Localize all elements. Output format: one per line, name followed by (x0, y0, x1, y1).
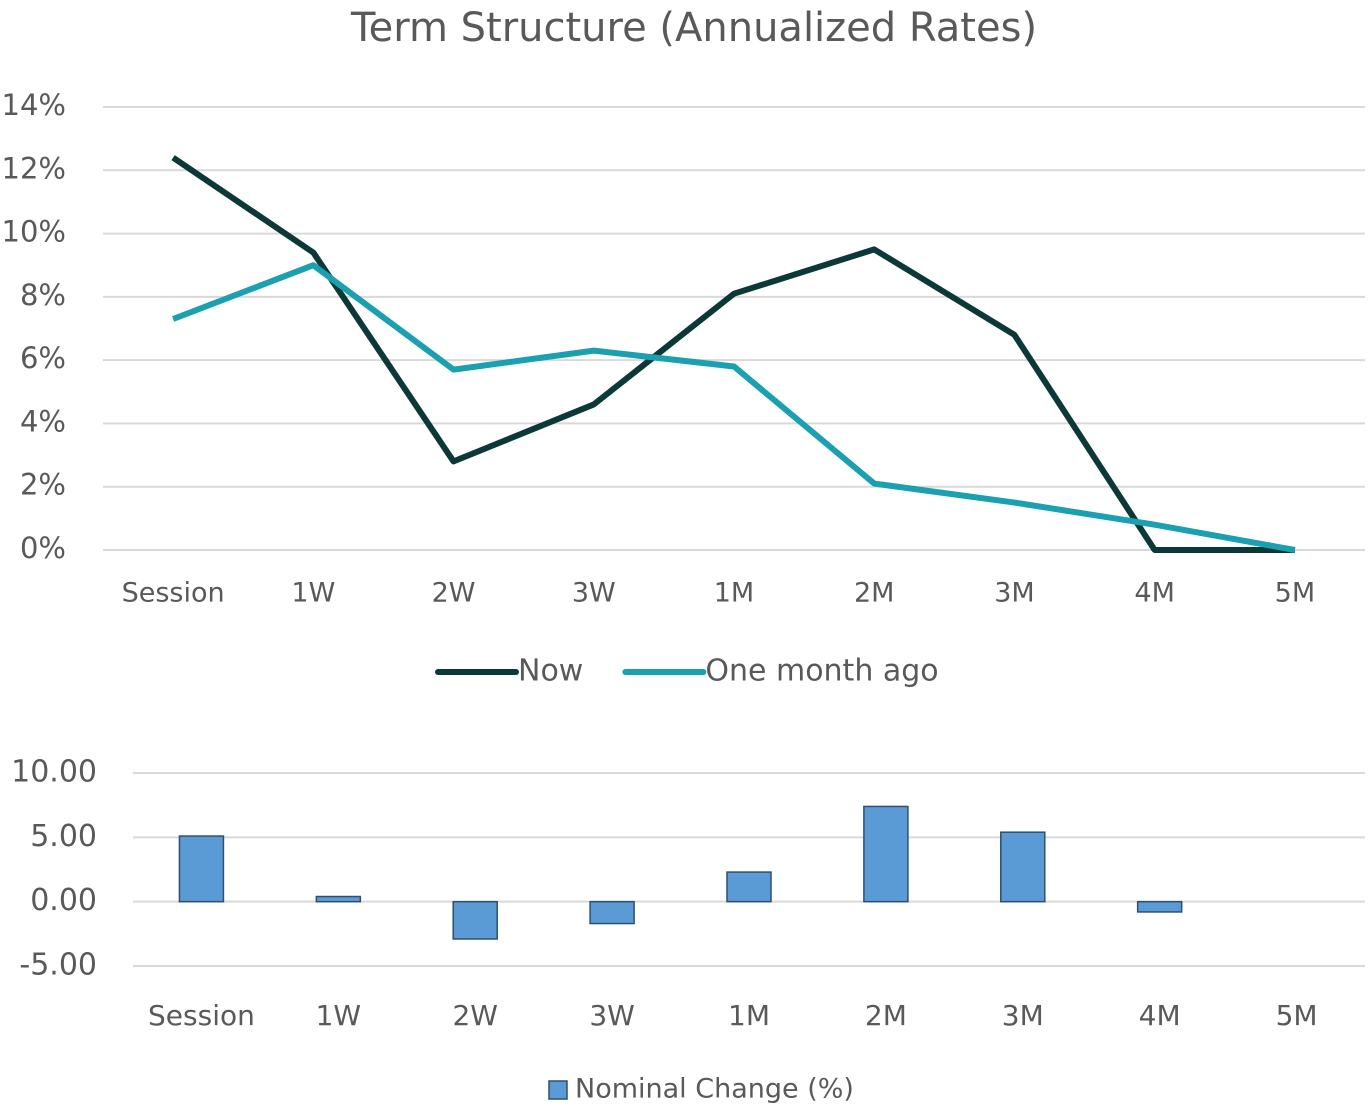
x-tick-label: 2W (432, 578, 476, 609)
x-tick-label: 3M (1002, 999, 1044, 1032)
y-tick-label: 6% (20, 341, 66, 375)
y-tick-label: 12% (2, 151, 66, 185)
x-tick-label: 5M (1276, 999, 1318, 1032)
x-tick-label: Session (148, 999, 255, 1032)
y-tick-label: 2% (20, 468, 66, 502)
chart-title: Term Structure (Annualized Rates) (350, 5, 1037, 51)
bar (315, 895, 362, 903)
x-tick-label: 1M (714, 578, 754, 609)
bar (863, 805, 909, 903)
y-tick-label: 8% (20, 278, 66, 312)
legend-label: One month ago (705, 654, 938, 689)
line (172, 262, 1296, 553)
bar (452, 900, 498, 940)
x-tick-label: 4M (1134, 578, 1174, 609)
y-tick-label: 0% (20, 531, 66, 565)
x-tick-label: 3W (589, 999, 635, 1032)
bar (1136, 900, 1183, 913)
x-tick-label: 1M (728, 999, 770, 1032)
line (171, 155, 1295, 553)
legend-label: Nominal Change (%) (575, 1074, 854, 1105)
y-tick-label: 5.00 (30, 819, 97, 854)
x-tick-label: 3M (994, 578, 1034, 609)
y-tick-label: 0.00 (30, 883, 97, 918)
bar (589, 900, 635, 925)
legend-label: Now (518, 654, 583, 689)
x-tick-label: 4M (1139, 999, 1181, 1032)
bar (726, 871, 772, 903)
y-tick-label: 10.00 (11, 755, 97, 790)
bar (178, 835, 225, 903)
y-tick-label: 4% (20, 404, 66, 438)
x-tick-label: 3W (572, 578, 616, 609)
x-tick-label: 2W (452, 999, 498, 1032)
x-tick-label: 2M (865, 999, 907, 1032)
x-tick-label: Session (122, 578, 225, 609)
x-tick-label: 1W (291, 578, 335, 609)
y-tick-label: 10% (2, 215, 66, 249)
x-tick-label: 1W (316, 999, 362, 1032)
x-tick-label: 2M (854, 578, 894, 609)
x-tick-label: 5M (1275, 578, 1315, 609)
bar (1000, 831, 1046, 903)
legend-swatch (548, 1080, 568, 1100)
y-tick-label: -5.00 (19, 948, 97, 983)
y-tick-label: 14% (2, 88, 66, 122)
